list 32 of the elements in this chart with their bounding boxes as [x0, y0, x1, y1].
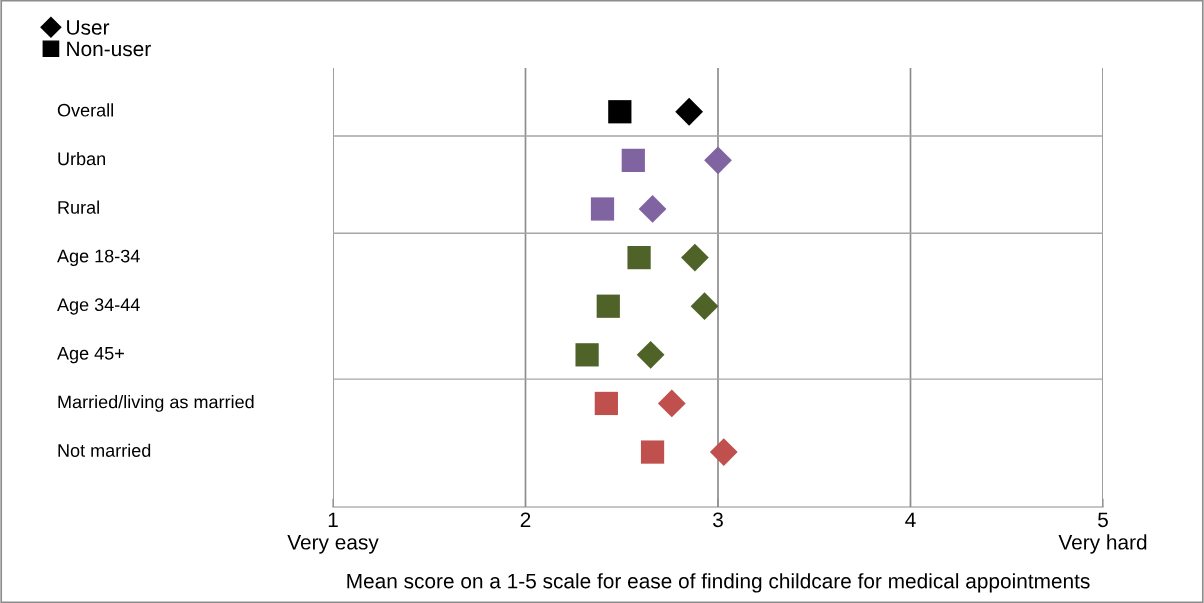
y-tick-label: Age 45+	[57, 347, 124, 364]
y-tick-label: Overall	[57, 103, 113, 117]
point	[690, 292, 719, 321]
point	[590, 197, 615, 221]
point	[675, 97, 704, 126]
y-tick-label: Age 34-44	[57, 298, 140, 315]
y-tick-label: Urban	[58, 151, 105, 166]
point	[596, 294, 620, 318]
point	[640, 440, 665, 464]
legend-label: User	[67, 20, 110, 35]
point	[636, 340, 665, 369]
x-tick-label: 4	[905, 512, 916, 527]
y-tick-label: Age 18-34	[57, 249, 140, 267]
point	[575, 343, 599, 367]
x-tick-label: 3	[713, 512, 723, 528]
point	[709, 438, 738, 466]
point	[621, 148, 645, 172]
x-tick-label: 1 Very easy	[287, 512, 379, 554]
point	[608, 100, 632, 124]
y-tick-label: Married/living as married	[58, 395, 254, 412]
x-axis-title: Mean score on a 1-5 scale for ease of finding childcare for medical appointments	[347, 573, 1090, 593]
point	[594, 391, 618, 416]
point	[638, 195, 667, 223]
y-tick-label: Rural	[58, 200, 99, 214]
x-tick-label: 5 Very hard	[1058, 512, 1147, 554]
point	[681, 243, 709, 272]
point	[704, 146, 732, 175]
legend-label: Non-user	[67, 41, 151, 57]
y-tick-label: Not married	[58, 443, 151, 457]
x-tick-label: 2	[520, 512, 531, 527]
point	[627, 245, 651, 270]
point	[657, 389, 686, 418]
